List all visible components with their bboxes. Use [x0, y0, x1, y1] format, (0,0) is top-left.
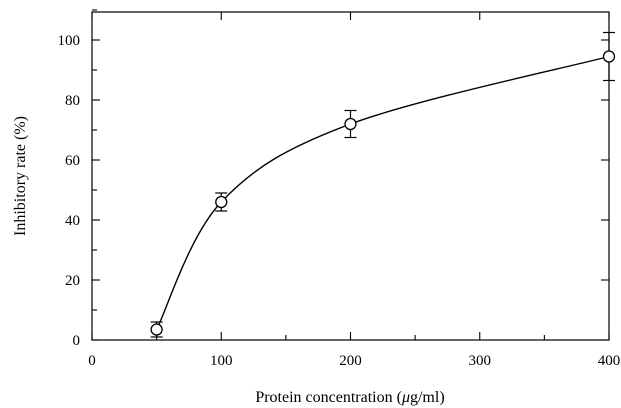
- x-tick-label: 200: [339, 353, 362, 369]
- y-tick-label: 20: [65, 273, 80, 289]
- y-tick-label: 80: [65, 93, 80, 109]
- y-tick-label: 100: [58, 33, 81, 49]
- mu-symbol: μ: [401, 389, 410, 406]
- error-bars: [150, 31, 615, 338]
- x-tick-label: 400: [598, 353, 621, 369]
- x-tick-label: 300: [469, 353, 492, 369]
- data-point: [215, 195, 228, 209]
- plot-frame: [91, 11, 610, 341]
- x-axis-unit: g/ml): [410, 389, 445, 406]
- x-tick-label: 100: [210, 353, 233, 369]
- fitted-curve: [156, 55, 610, 330]
- x-axis-title-text: Protein concentration (: [255, 389, 402, 406]
- ticks: [91, 9, 610, 341]
- y-axis-title: Inhibitory rate (%): [12, 116, 29, 236]
- data-point: [344, 117, 357, 131]
- y-tick-label: 40: [65, 213, 80, 229]
- x-tick-label: 0: [88, 353, 96, 369]
- y-tick-label: 0: [73, 333, 81, 349]
- data-point: [602, 50, 616, 63]
- tick-labels: 0 100 200 300 400 0 20 40 60 80 100: [58, 33, 621, 369]
- data-point: [150, 323, 163, 336]
- x-axis-title: Protein concentration (μg/ml): [255, 389, 444, 406]
- y-tick-label: 60: [65, 153, 80, 169]
- data-points: [150, 50, 616, 336]
- axes: [91, 11, 610, 341]
